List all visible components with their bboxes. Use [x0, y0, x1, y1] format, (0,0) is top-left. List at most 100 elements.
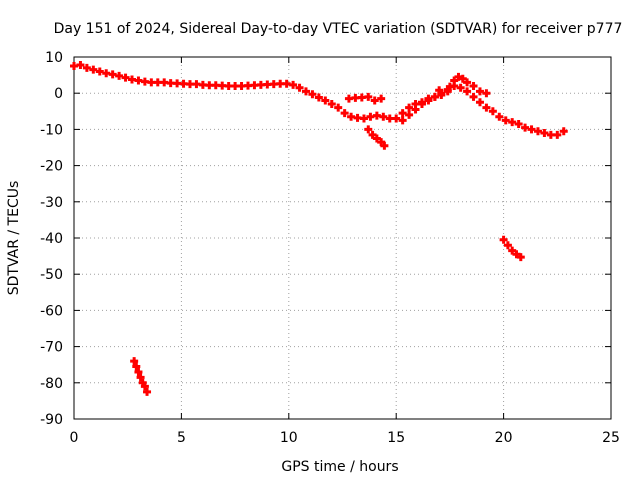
data-point [377, 94, 386, 103]
data-point [370, 96, 379, 105]
data-point [495, 112, 504, 121]
data-point [503, 241, 512, 250]
data-point [508, 118, 517, 127]
data-point [398, 109, 407, 118]
x-tick-label: 15 [387, 430, 405, 446]
x-tick-label: 10 [280, 430, 298, 446]
data-point [364, 125, 373, 134]
series-descending-arc-14h [364, 125, 389, 150]
data-point [89, 65, 98, 74]
data-point [301, 87, 310, 96]
y-tick-label: -60 [40, 303, 63, 319]
y-tick-label: -80 [40, 376, 63, 392]
y-tick-label: -70 [40, 340, 63, 356]
y-tick-label: 0 [54, 86, 63, 102]
data-point [340, 109, 349, 118]
data-point [314, 93, 323, 102]
data-point [76, 60, 85, 69]
series-arc-20h [499, 235, 525, 262]
data-point [463, 78, 472, 87]
y-tick-label: 10 [45, 50, 63, 66]
data-point [379, 112, 388, 121]
y-tick-label: -90 [40, 412, 63, 428]
data-point [469, 92, 478, 101]
series-main-track [70, 60, 568, 139]
data-point [136, 373, 145, 382]
data-point [469, 81, 478, 90]
y-axis-label: SDTVAR / TECUs [6, 181, 22, 296]
data-points [70, 60, 568, 396]
data-point [553, 130, 562, 139]
axis-ticks: 0 5 10 15 20 25 10 0 -10 -20 -30 -40 -50 -60 -70 -80 -90 [40, 50, 620, 446]
data-point [514, 119, 523, 128]
data-point [475, 87, 484, 96]
data-point [334, 103, 343, 112]
grid-lines [74, 57, 611, 419]
data-point [405, 103, 414, 112]
data-point [445, 82, 454, 91]
y-tick-label: -20 [40, 159, 63, 175]
data-point [475, 98, 484, 107]
data-point [463, 87, 472, 96]
data-point [508, 246, 517, 255]
y-tick-label: -40 [40, 231, 63, 247]
data-point [454, 72, 463, 81]
data-point [130, 357, 139, 366]
data-point [359, 114, 368, 123]
data-point [380, 141, 389, 150]
x-tick-label: 5 [177, 430, 186, 446]
data-point [289, 80, 298, 89]
data-point [443, 87, 452, 96]
data-point [533, 127, 542, 136]
data-point [411, 100, 420, 109]
data-point [121, 73, 130, 82]
data-point [424, 94, 433, 103]
data-point [456, 83, 465, 92]
data-point [134, 367, 143, 376]
data-point [501, 116, 510, 125]
data-point [372, 134, 381, 143]
data-point [140, 382, 149, 391]
x-tick-label: 20 [495, 430, 513, 446]
data-point [308, 90, 317, 99]
data-point [482, 89, 491, 98]
data-point [559, 127, 568, 136]
data-point [435, 86, 444, 95]
data-point [430, 92, 439, 101]
data-point [321, 96, 330, 105]
data-point [499, 235, 508, 244]
data-point [132, 362, 141, 371]
series-arc-3h [130, 357, 152, 396]
data-point [488, 107, 497, 116]
data-point [364, 92, 373, 101]
series-secondary-track [398, 72, 491, 118]
data-point [527, 125, 536, 134]
data-point [398, 116, 407, 125]
data-point [327, 100, 336, 109]
x-tick-label: 25 [602, 430, 620, 446]
x-tick-label: 0 [70, 430, 79, 446]
data-point [405, 110, 414, 119]
y-tick-label: -30 [40, 195, 63, 211]
data-point [437, 91, 446, 100]
data-point [540, 129, 549, 138]
data-point [521, 123, 530, 132]
data-point [392, 114, 401, 123]
data-point [458, 74, 467, 83]
data-point [450, 76, 459, 85]
x-axis-label: GPS time / hours [281, 459, 398, 475]
data-point [417, 98, 426, 107]
data-point [143, 387, 152, 396]
y-tick-label: -10 [40, 122, 63, 138]
data-point [82, 63, 91, 72]
data-point [95, 67, 104, 76]
data-point [512, 250, 521, 259]
chart-title: Day 151 of 2024, Sidereal Day-to-day VTE… [54, 21, 623, 37]
data-point [115, 71, 124, 80]
data-point [516, 253, 525, 262]
data-point [368, 130, 377, 139]
data-point [295, 83, 304, 92]
y-tick-label: -50 [40, 267, 63, 283]
series-short-arc-14h [344, 92, 386, 105]
